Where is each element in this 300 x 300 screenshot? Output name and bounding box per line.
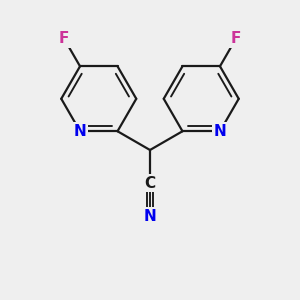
Text: C: C bbox=[144, 176, 156, 191]
Text: F: F bbox=[231, 31, 241, 46]
Text: F: F bbox=[59, 31, 69, 46]
Text: N: N bbox=[214, 124, 226, 139]
Text: N: N bbox=[144, 209, 156, 224]
Text: N: N bbox=[74, 124, 86, 139]
